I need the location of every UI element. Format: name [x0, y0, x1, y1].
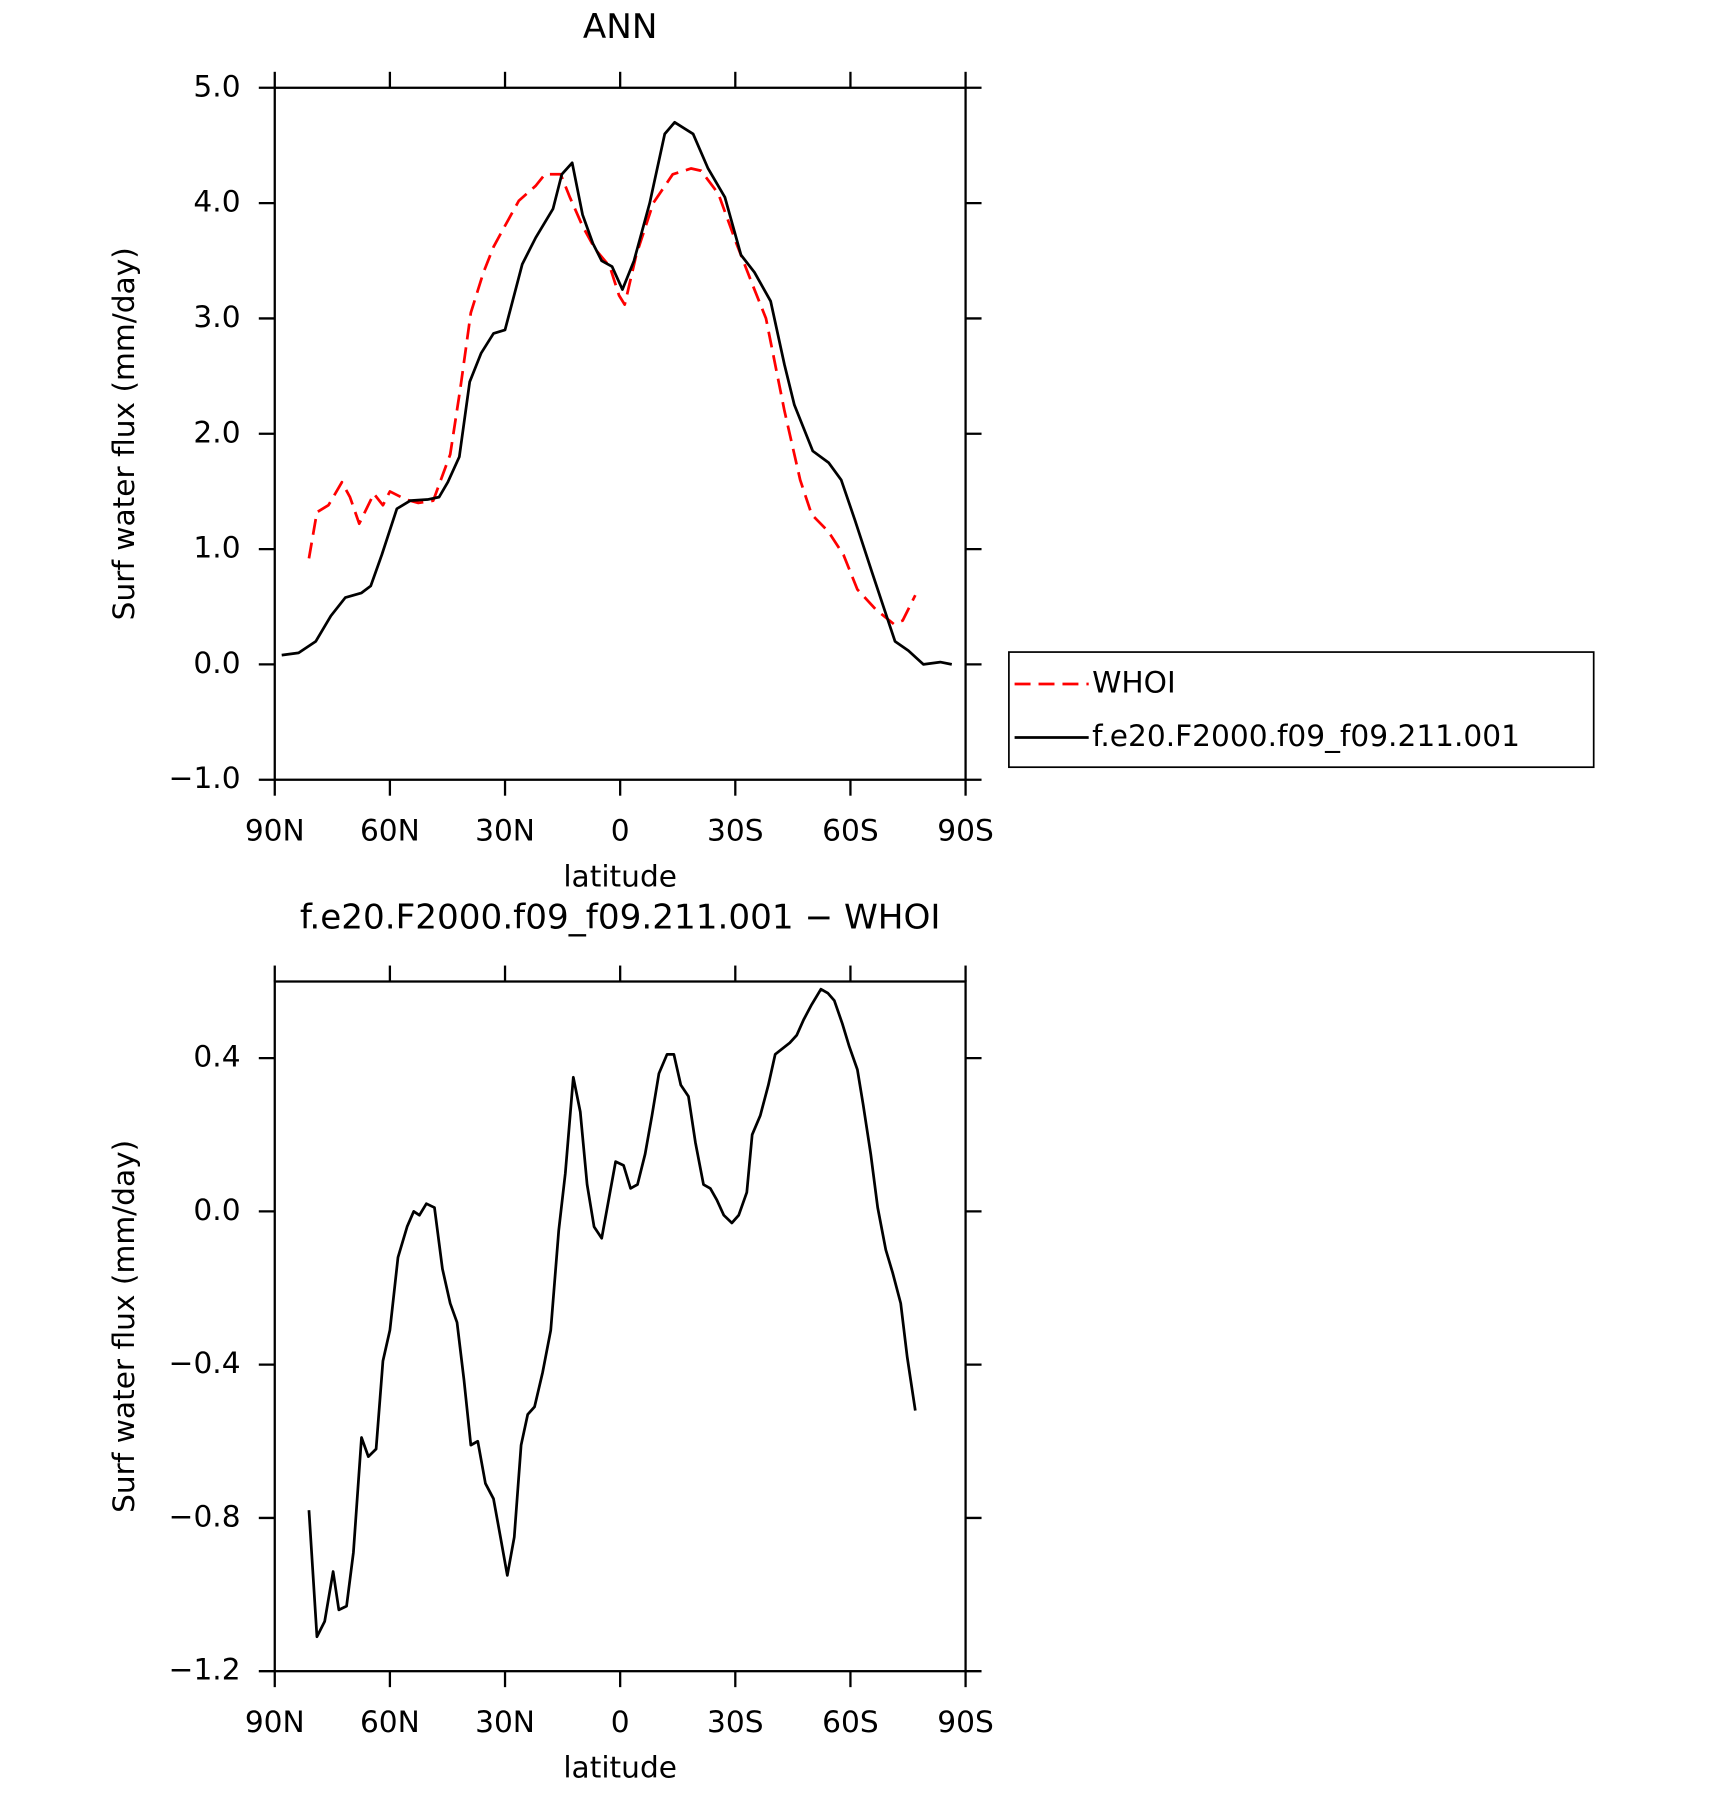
x-tick-label: 30S	[707, 813, 764, 848]
x-axis-label: latitude	[563, 858, 677, 893]
data-line	[307, 167, 917, 626]
y-tick-label: 1.0	[193, 530, 240, 565]
y-tick-label: 4.0	[193, 184, 240, 219]
x-tick-label: 60S	[822, 813, 879, 848]
x-tick-label: 0	[611, 1704, 630, 1739]
y-tick-label: 5.0	[193, 68, 240, 103]
y-tick-label: 2.0	[193, 414, 240, 449]
y-tick-label: 0.0	[193, 645, 240, 680]
y-tick-label: 3.0	[193, 299, 240, 334]
legend-box	[1008, 651, 1595, 769]
x-tick-label: 90N	[245, 813, 305, 848]
x-axis-label: latitude	[563, 1750, 677, 1785]
x-tick-label: 90N	[245, 1704, 305, 1739]
x-tick-label: 30N	[475, 813, 535, 848]
legend-label: WHOI	[1092, 664, 1176, 699]
x-tick-label: 30S	[707, 1704, 764, 1739]
x-tick-label: 60S	[822, 1704, 879, 1739]
chart-title: ANN	[583, 7, 658, 47]
x-tick-label: 60N	[360, 1704, 420, 1739]
x-tick-label: 90S	[937, 813, 994, 848]
x-tick-label: 90S	[937, 1704, 994, 1739]
y-tick-label: −0.8	[169, 1498, 241, 1533]
x-tick-label: 0	[611, 813, 630, 848]
x-tick-label: 30N	[475, 1704, 535, 1739]
y-tick-label: −1.0	[169, 760, 241, 795]
y-tick-label: −0.4	[169, 1345, 241, 1380]
chart-title: f.e20.F2000.f09_f09.211.001 − WHOI	[300, 897, 941, 937]
legend-label: f.e20.F2000.f09_f09.211.001	[1092, 718, 1520, 753]
y-axis-label: Surf water flux (mm/day)	[106, 247, 141, 620]
data-line	[281, 120, 953, 666]
plot-frame	[273, 980, 967, 1673]
y-axis-label: Surf water flux (mm/day)	[106, 1140, 141, 1513]
y-tick-label: 0.4	[193, 1039, 240, 1074]
y-tick-label: −1.2	[169, 1652, 241, 1687]
plot-frame	[273, 86, 967, 781]
y-tick-label: 0.0	[193, 1192, 240, 1227]
data-line	[307, 987, 917, 1639]
x-tick-label: 60N	[360, 813, 420, 848]
